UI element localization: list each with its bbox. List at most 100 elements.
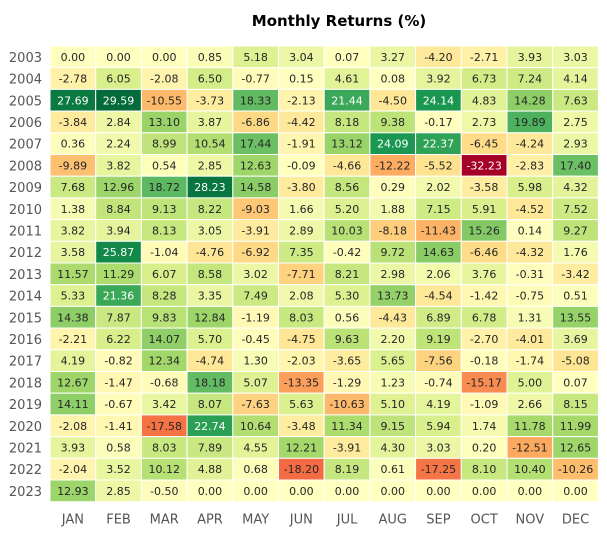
cell-value-label: -4.20 [424, 51, 452, 64]
cell-value-label: 5.33 [61, 290, 86, 303]
cell-value-label: 18.72 [149, 181, 181, 194]
cell-value-label: 8.03 [152, 441, 177, 454]
y-tick-label: 2021 [9, 441, 42, 456]
cell-value-label: 5.91 [472, 203, 497, 216]
cell-value-label: -0.50 [150, 485, 178, 498]
y-tick-label: 2005 [9, 94, 42, 109]
cell-value-label: 2.24 [106, 138, 131, 151]
cell-value-label: 0.36 [61, 138, 86, 151]
cell-value-label: -2.83 [516, 159, 544, 172]
cell-value-label: -1.74 [516, 355, 544, 368]
cell-value-label: 1.74 [472, 420, 497, 433]
cell-value-label: -1.41 [104, 420, 132, 433]
cell-value-label: 3.58 [61, 246, 86, 259]
cell-value-label: -17.58 [147, 420, 182, 433]
cell-value-label: 1.23 [381, 376, 406, 389]
cell-value-label: 11.34 [331, 420, 363, 433]
cell-value-label: 21.36 [103, 290, 135, 303]
cell-value-label: 5.10 [381, 398, 406, 411]
cell-value-label: 0.00 [381, 485, 406, 498]
cell-value-label: 6.22 [106, 333, 131, 346]
cell-value-label: -2.03 [287, 355, 315, 368]
cell-value-label: -3.84 [59, 116, 87, 129]
cell-value-label: -1.47 [104, 376, 132, 389]
cell-value-label: -2.04 [59, 463, 87, 476]
cell-value-label: -17.25 [421, 463, 456, 476]
cell-value-label: 11.99 [560, 420, 592, 433]
cell-value-label: 9.27 [563, 224, 588, 237]
cell-value-label: 3.35 [198, 290, 223, 303]
cell-value-label: 13.73 [377, 290, 409, 303]
cell-value-label: -10.63 [329, 398, 364, 411]
cell-value-label: 0.08 [381, 73, 406, 86]
cell-value-label: 3.76 [472, 268, 497, 281]
cell-value-label: -15.17 [466, 376, 501, 389]
cell-value-label: -3.73 [196, 94, 224, 107]
cell-value-label: 5.18 [243, 51, 268, 64]
x-tick-label: MAR [150, 513, 179, 528]
cell-value-label: -0.68 [150, 376, 178, 389]
cell-value-label: 9.15 [381, 420, 406, 433]
cell-value-label: 6.89 [426, 311, 451, 324]
cell-value-label: 0.00 [61, 51, 86, 64]
y-tick-label: 2006 [9, 116, 42, 131]
cell-value-label: 4.14 [563, 73, 588, 86]
x-tick-label: SEP [426, 513, 450, 528]
cell-value-label: 8.99 [152, 138, 177, 151]
cell-value-label: 8.21 [335, 268, 360, 281]
cell-value-label: 8.18 [335, 116, 360, 129]
cell-value-label: -4.75 [287, 333, 315, 346]
cell-value-label: -0.42 [333, 246, 361, 259]
cell-value-label: 2.08 [289, 290, 314, 303]
cell-value-label: 1.30 [243, 355, 268, 368]
cell-value-label: 17.44 [240, 138, 272, 151]
cell-value-label: -4.32 [516, 246, 544, 259]
cell-value-label: 14.28 [514, 94, 546, 107]
cell-value-label: -4.43 [379, 311, 407, 324]
cell-value-label: 9.83 [152, 311, 177, 324]
cell-value-label: 28.23 [194, 181, 226, 194]
cell-value-label: 12.96 [103, 181, 135, 194]
y-tick-label: 2013 [9, 268, 42, 283]
cell-value-label: 5.00 [518, 376, 543, 389]
x-tick-label: JAN [61, 513, 84, 528]
cell-value-label: 3.93 [518, 51, 543, 64]
cell-value-label: -0.18 [470, 355, 498, 368]
cell-value-label: -0.77 [241, 73, 269, 86]
cell-value-label: -12.22 [375, 159, 410, 172]
y-tick-label: 2009 [9, 181, 42, 196]
cell-value-label: -4.76 [196, 246, 224, 259]
x-tick-label: AUG [379, 513, 407, 528]
cell-value-label: 7.24 [518, 73, 543, 86]
cell-value-label: 1.88 [381, 203, 406, 216]
x-tick-label: FEB [106, 513, 131, 528]
cell-value-label: 10.64 [240, 420, 272, 433]
cell-value-label: 14.63 [423, 246, 455, 259]
cell-value-label: 24.09 [377, 138, 409, 151]
cell-value-label: 3.82 [106, 159, 131, 172]
cell-value-label: 8.10 [472, 463, 497, 476]
cell-value-label: 10.03 [331, 224, 363, 237]
x-tick-label: JUL [336, 513, 358, 528]
cell-value-label: -5.08 [561, 355, 589, 368]
cell-value-label: 4.19 [426, 398, 451, 411]
cell-value-label: 8.56 [335, 181, 360, 194]
cell-value-label: -4.42 [287, 116, 315, 129]
cell-value-label: 2.89 [289, 224, 314, 237]
heatmap-cells: 0.00 0.00 0.00 0.85 5.18 3.04 0.07 3.27 -4.20 -2.… [49, 45, 599, 503]
cell-value-label: 0.14 [518, 224, 543, 237]
y-tick-label: 2022 [9, 463, 42, 478]
x-tick-label: MAY [242, 513, 269, 528]
cell-value-label: -3.80 [287, 181, 315, 194]
cell-value-label: -10.26 [558, 463, 593, 476]
y-tick-label: 2011 [9, 224, 42, 239]
cell-value-label: 0.00 [289, 485, 314, 498]
cell-value-label: -3.91 [241, 224, 269, 237]
x-tick-label: APR [197, 513, 223, 528]
cell-value-label: -12.51 [512, 441, 547, 454]
cell-value-label: 13.10 [149, 116, 181, 129]
x-axis-labels: JAN FEB MAR APR MAY JUN JUL AUG SEP OCT NOV DEC [61, 513, 589, 528]
cell-value-label: -6.46 [470, 246, 498, 259]
cell-value-label: 0.00 [563, 485, 588, 498]
cell-value-label: 5.94 [426, 420, 451, 433]
